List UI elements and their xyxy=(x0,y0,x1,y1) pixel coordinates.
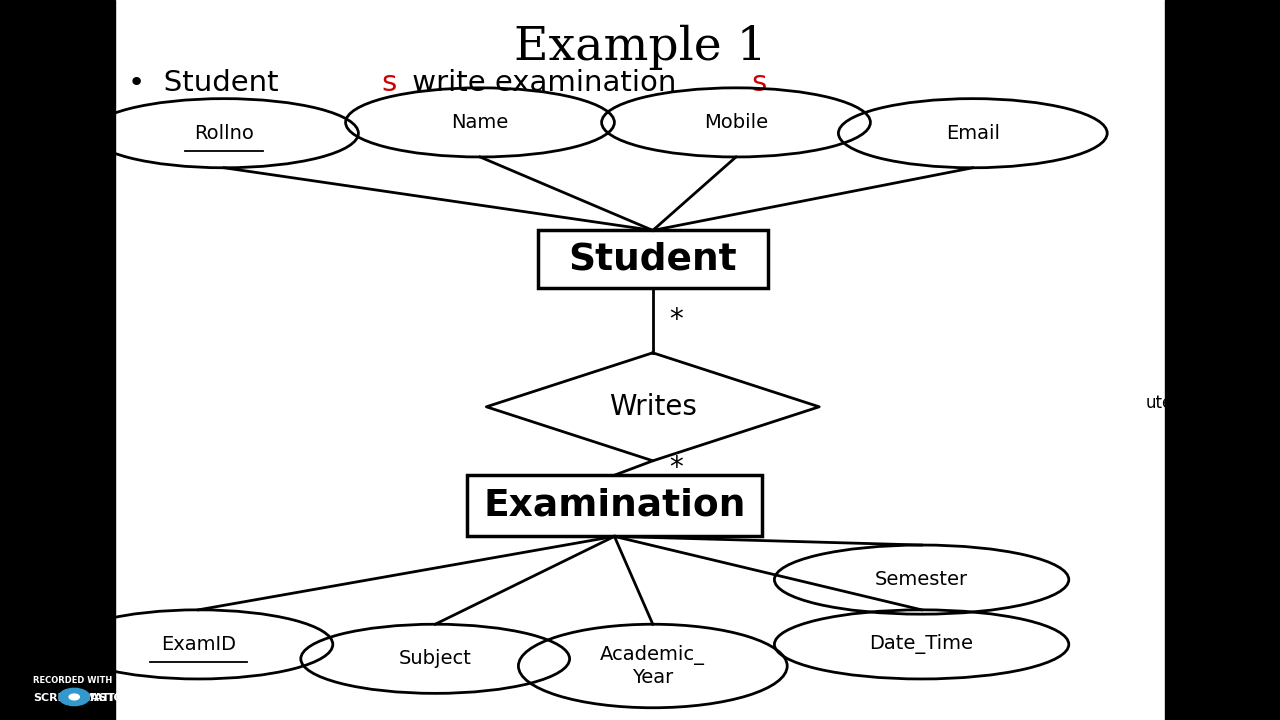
Text: utes: utes xyxy=(1146,395,1181,412)
Text: *: * xyxy=(669,454,682,482)
Text: Rollno: Rollno xyxy=(195,124,253,143)
Text: write examination: write examination xyxy=(403,69,677,96)
Text: Subject: Subject xyxy=(399,649,471,668)
Text: Student: Student xyxy=(568,241,737,277)
Bar xyxy=(0,0,115,720)
Text: *: * xyxy=(669,307,682,334)
Text: s: s xyxy=(381,69,397,96)
Text: MATIC: MATIC xyxy=(83,693,122,703)
Bar xyxy=(1165,0,1280,720)
Text: Examination: Examination xyxy=(484,488,745,524)
Text: Name: Name xyxy=(452,113,508,132)
Circle shape xyxy=(59,688,90,706)
Text: Semester: Semester xyxy=(876,570,968,589)
Text: Example 1: Example 1 xyxy=(513,25,767,71)
Text: Date_Time: Date_Time xyxy=(869,634,974,654)
Text: Email: Email xyxy=(946,124,1000,143)
Text: Mobile: Mobile xyxy=(704,113,768,132)
Text: ExamID: ExamID xyxy=(161,635,236,654)
Text: Academic_
Year: Academic_ Year xyxy=(600,645,705,687)
Text: RECORDED WITH: RECORDED WITH xyxy=(33,676,113,685)
Circle shape xyxy=(69,694,79,700)
Text: •  Student: • Student xyxy=(128,69,279,96)
Text: s: s xyxy=(751,69,767,96)
Text: Writes: Writes xyxy=(609,393,696,420)
Text: SCREENCAST: SCREENCAST xyxy=(33,693,115,703)
